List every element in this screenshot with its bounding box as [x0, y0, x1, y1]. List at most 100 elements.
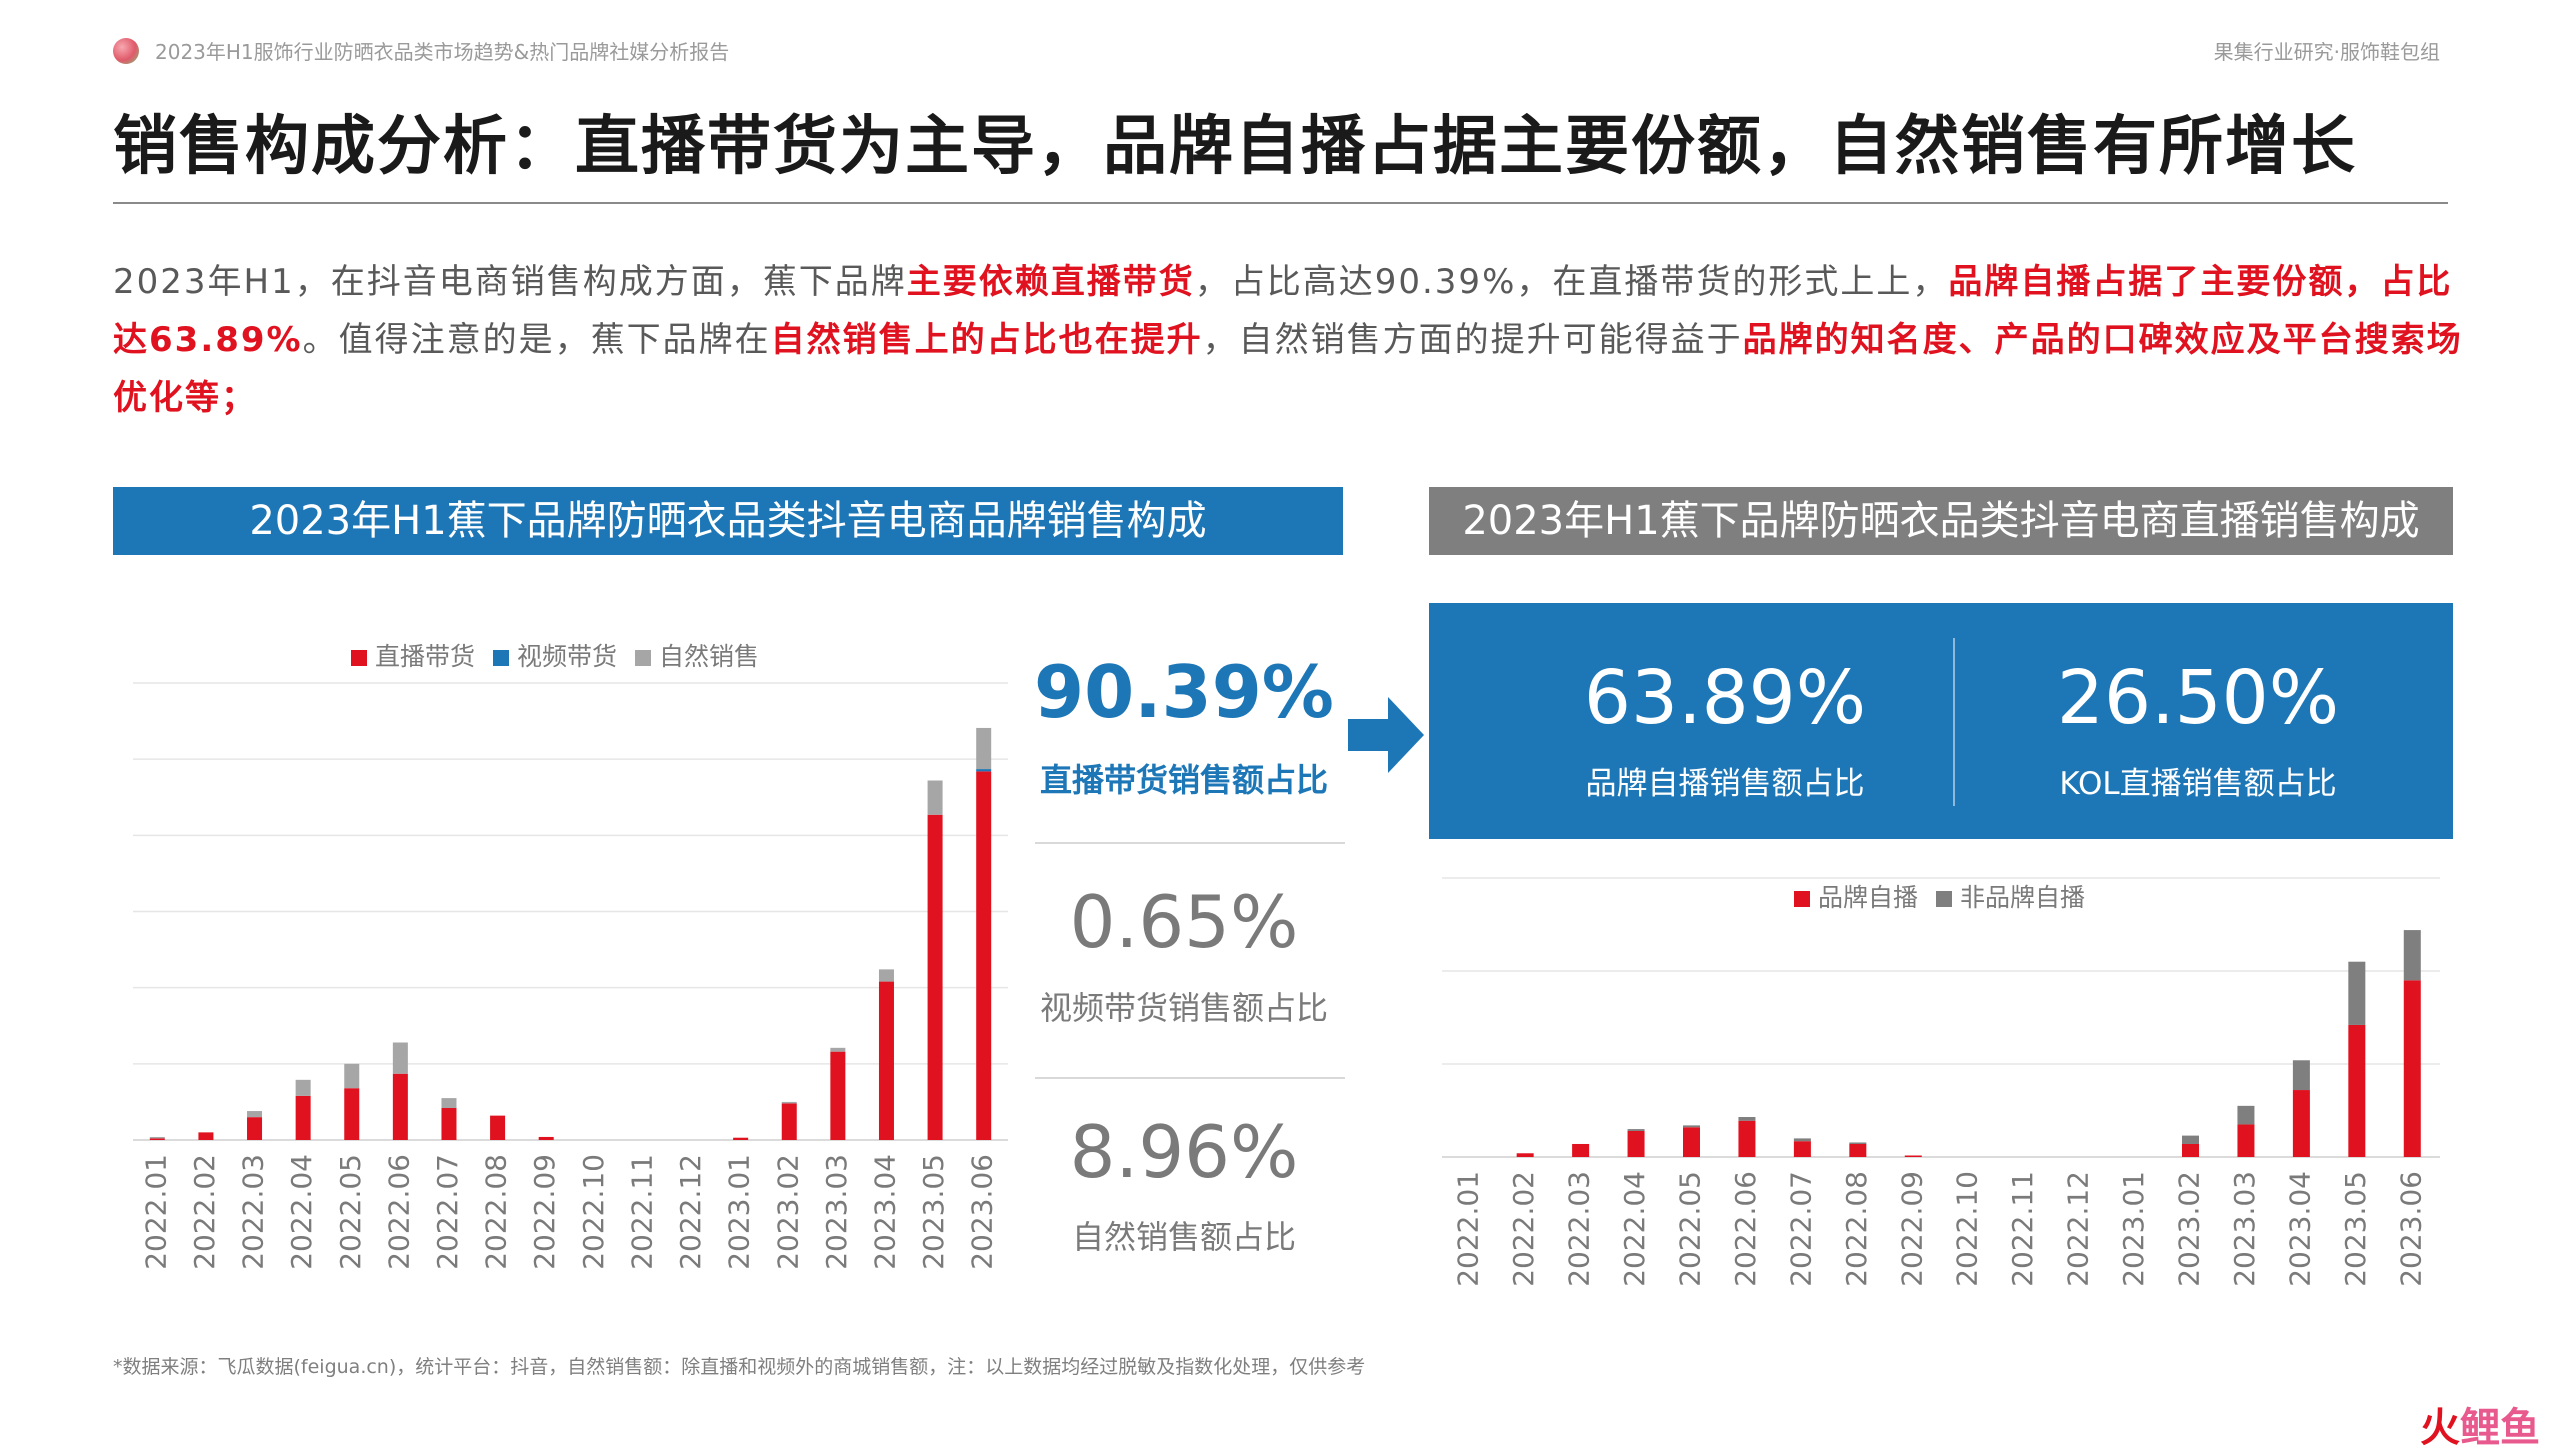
summary-text: ，自然销售方面的提升可能得益于 — [1202, 320, 1743, 360]
live-sales-banner: 2023年H1蕉下品牌防晒衣品类抖音电商直播销售构成 — [1429, 487, 2453, 555]
x-tick-label: 2022.08 — [1840, 1171, 1873, 1287]
bar-segment — [392, 1073, 408, 1140]
x-tick-label: 2023.02 — [771, 1154, 804, 1270]
bar-segment — [1849, 1143, 1867, 1157]
bar-segment — [830, 1047, 846, 1052]
summary-highlight: 自然销售上的占比也在提升 — [770, 320, 1203, 360]
live-sales-chart: 品牌自播 非品牌自播 2022.01 2022.02 2022.03 2022.04 202… — [1442, 877, 2440, 1287]
kol-live-share-value: 26.50% — [2056, 655, 2340, 741]
bar-segment — [1849, 1142, 1867, 1144]
bar-segment — [976, 771, 992, 1140]
bar-segment — [1627, 1129, 1645, 1131]
brand-sales-banner: 2023年H1蕉下品牌防晒衣品类抖音电商品牌销售构成 — [113, 487, 1343, 555]
bar-segment — [2348, 961, 2366, 1025]
summary-text: 。值得注意的是，蕉下品牌在 — [302, 320, 771, 360]
x-tick-label: 2022.01 — [1452, 1171, 1485, 1287]
bar-segment — [441, 1108, 457, 1140]
bar-segment — [976, 769, 992, 772]
x-tick-label: 2022.05 — [334, 1154, 367, 1270]
kol-live-share-label: KOL直播销售额占比 — [2059, 766, 2337, 802]
bar-segment — [441, 1098, 457, 1109]
x-tick-label: 2022.02 — [1507, 1171, 1540, 1287]
bar-segment — [2237, 1105, 2255, 1125]
bar-segment — [878, 981, 894, 1140]
title-divider — [113, 202, 2448, 204]
legend-label: 视频带货 — [517, 642, 617, 671]
bar-segment — [2182, 1143, 2199, 1157]
bar-segment — [1516, 1153, 1534, 1157]
bar-segment — [976, 727, 992, 770]
bar-segment — [149, 1136, 165, 1139]
video-share-value: 0.65% — [1069, 880, 1299, 964]
bar-segment — [1572, 1143, 1590, 1157]
legend-label: 自然销售 — [659, 642, 759, 671]
bar-segment — [1904, 1155, 1922, 1157]
bar-segment — [344, 1088, 360, 1140]
bar-segment — [198, 1132, 214, 1140]
live-share-label: 直播带货销售额占比 — [1039, 761, 1328, 799]
bar-segment — [733, 1137, 749, 1140]
bar-segment — [2182, 1135, 2199, 1144]
legend-swatch — [351, 650, 367, 666]
live-share-value: 90.39% — [1034, 650, 1334, 734]
x-tick-label: 2022.10 — [1951, 1171, 1984, 1287]
x-tick-label: 2023.04 — [2283, 1171, 2316, 1287]
kpi-divider — [1035, 842, 1345, 844]
bar-segment — [2292, 1090, 2310, 1157]
x-tick-label: 2022.01 — [139, 1154, 172, 1270]
summary-highlight: 主要依赖直播带货 — [906, 262, 1195, 302]
legend-swatch — [1936, 891, 1952, 907]
legend-swatch — [1794, 891, 1810, 907]
bar-segment — [927, 814, 943, 1140]
x-tick-label: 2023.03 — [820, 1154, 853, 1270]
summary-highlight: 品牌的知名度、产品的口碑效应及平台搜索场优化等； — [113, 320, 2463, 418]
x-tick-label: 2022.12 — [2062, 1171, 2095, 1287]
brand-logo — [113, 38, 139, 64]
x-tick-label: 2023.01 — [2117, 1171, 2150, 1287]
x-tick-label: 2022.11 — [2006, 1171, 2039, 1287]
x-tick-label: 2022.06 — [382, 1154, 415, 1270]
video-share-label: 视频带货销售额占比 — [1039, 989, 1328, 1027]
legend-swatch — [493, 650, 509, 666]
x-tick-label: 2022.10 — [577, 1154, 610, 1270]
report-title: 2023年H1服饰行业防晒衣品类市场趋势&热门品牌社媒分析报告 — [155, 40, 730, 64]
legend-label: 非品牌自播 — [1960, 883, 2085, 912]
x-tick-label: 2022.02 — [188, 1154, 221, 1270]
brand-live-share-value: 63.89% — [1583, 655, 1867, 741]
summary-text: 2023年H1，在抖音电商销售构成方面，蕉下品牌 — [113, 262, 907, 302]
summary-highlight: 品牌自播占据了主要份额，占比达63.89% — [113, 262, 2453, 360]
legend-label: 品牌自播 — [1818, 883, 1918, 912]
x-tick-label: 2022.03 — [237, 1154, 270, 1270]
bar-segment — [247, 1111, 263, 1118]
bar-segment — [1683, 1125, 1700, 1128]
natural-share-value: 8.96% — [1069, 1110, 1299, 1194]
x-tick-label: 2022.07 — [431, 1154, 464, 1270]
x-tick-label: 2022.07 — [1784, 1171, 1817, 1287]
x-tick-label: 2022.04 — [285, 1154, 318, 1270]
bar-segment — [490, 1115, 506, 1140]
bar-segment — [2292, 1060, 2310, 1091]
x-tick-label: 2023.05 — [2339, 1171, 2372, 1287]
bar-segment — [1627, 1130, 1645, 1157]
x-tick-label: 2022.12 — [674, 1154, 707, 1270]
x-tick-label: 2022.04 — [1618, 1171, 1651, 1287]
x-tick-label: 2023.06 — [2394, 1171, 2427, 1287]
bar-segment — [149, 1138, 165, 1140]
bar-segment — [295, 1095, 311, 1140]
bar-segment — [2403, 980, 2421, 1157]
bar-segment — [538, 1136, 554, 1140]
bar-segment — [781, 1103, 797, 1140]
bar-segment — [1738, 1120, 1756, 1157]
x-tick-label: 2022.08 — [480, 1154, 513, 1270]
summary-paragraph: 2023年H1，在抖音电商销售构成方面，蕉下品牌主要依赖直播带货，占比高达90.… — [113, 253, 2483, 427]
watermark-logo: 火鲤鱼 — [2420, 1395, 2540, 1453]
legend-swatch — [635, 650, 651, 666]
bar-segment — [2237, 1124, 2255, 1157]
x-tick-label: 2022.09 — [1895, 1171, 1928, 1287]
x-tick-label: 2022.11 — [625, 1154, 658, 1270]
bar-segment — [1793, 1138, 1811, 1142]
x-tick-label: 2023.03 — [2228, 1171, 2261, 1287]
bar-segment — [927, 780, 943, 815]
bar-segment — [1738, 1117, 1756, 1121]
org-name: 果集行业研究·服饰鞋包组 — [2213, 40, 2440, 64]
